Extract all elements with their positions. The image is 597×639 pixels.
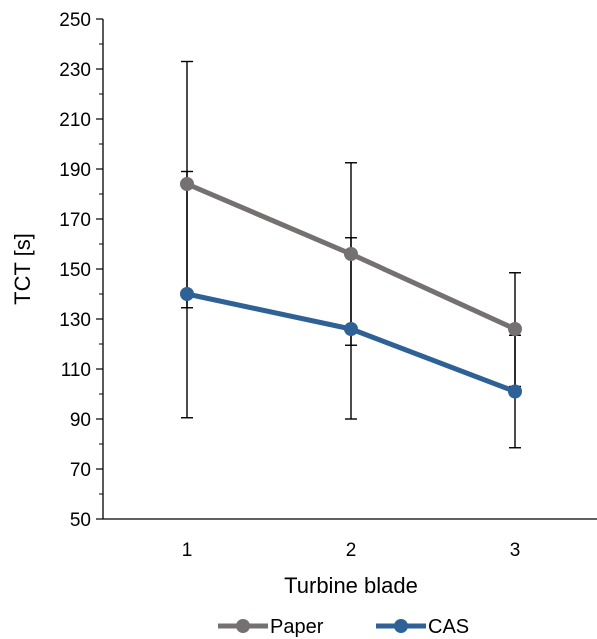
legend-marker-paper (236, 619, 250, 633)
y-tick-label: 150 (59, 260, 91, 281)
legend-marker-cas (394, 619, 408, 633)
y-tick-label: 70 (70, 460, 91, 481)
y-tick-label: 90 (70, 410, 91, 431)
y-tick-label: 250 (59, 10, 91, 31)
data-point-paper (180, 177, 194, 191)
legend: Paper CAS (218, 616, 469, 638)
y-tick-label: 130 (59, 310, 91, 331)
data-point-paper (344, 247, 358, 261)
legend-label-paper: Paper (270, 616, 324, 638)
x-axis-ticks: 1 2 3 (182, 540, 521, 561)
y-tick-label: 170 (59, 210, 91, 231)
y-tick-label: 230 (59, 60, 91, 81)
x-tick-label: 2 (346, 540, 357, 561)
axes (102, 19, 597, 520)
legend-label-cas: CAS (428, 616, 469, 638)
y-tick-label: 50 (70, 510, 91, 531)
series-points (180, 177, 522, 399)
y-axis-title: TCT [s] (10, 233, 35, 305)
data-point-cas (344, 322, 358, 336)
y-axis-ticks: 50 70 90 110 130 150 170 190 210 230 250 (59, 10, 103, 531)
y-tick-label: 210 (59, 110, 91, 131)
data-point-cas (508, 384, 522, 399)
y-tick-label: 110 (61, 360, 91, 381)
y-tick-label: 190 (59, 160, 91, 181)
x-axis-title: Turbine blade (284, 573, 418, 598)
data-point-cas (180, 287, 194, 301)
data-point-paper (508, 322, 522, 336)
x-tick-label: 3 (510, 540, 521, 561)
x-tick-label: 1 (182, 540, 193, 561)
